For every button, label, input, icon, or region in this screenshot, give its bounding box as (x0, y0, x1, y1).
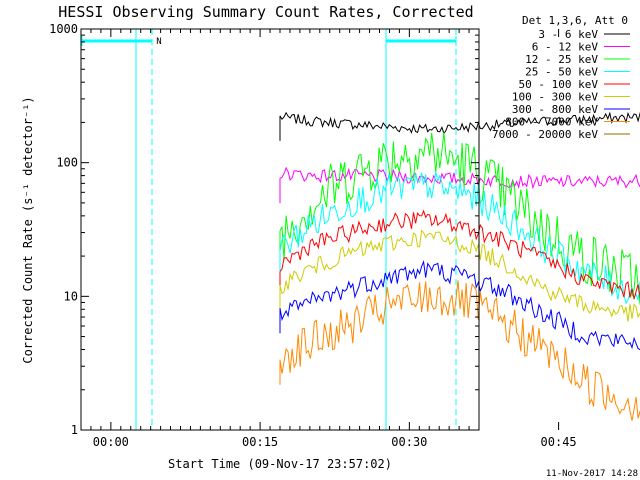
x-tick-label: 00:30 (391, 435, 427, 449)
x-axis-label: Start Time (09-Nov-17 23:57:02) (168, 457, 392, 471)
legend-label: 50 - 100 keV (519, 78, 599, 91)
legend-label: 100 - 300 keV (512, 91, 598, 104)
series-line-6 (279, 229, 640, 322)
legend-label: 3 - 6 keV (538, 28, 598, 41)
series-line-4 (279, 172, 640, 305)
timestamp: 11-Nov-2017 14:28 (546, 469, 638, 479)
legend-label: 6 - 12 keV (532, 41, 599, 54)
legend-label: 12 - 25 keV (525, 53, 598, 66)
plot-area: N (81, 29, 640, 430)
chart-title: HESSI Observing Summary Count Rates, Cor… (58, 3, 473, 21)
y-tick-label: 100 (56, 156, 78, 170)
x-tick-label: 00:15 (242, 435, 278, 449)
legend-header: Det 1,3,6, Att 0 (522, 14, 628, 27)
y-tick-label: 1000 (49, 22, 78, 36)
x-tick-label: 00:45 (541, 435, 577, 449)
y-axis: 1 10 100 1000 (49, 22, 479, 437)
x-tick-label: 00:00 (93, 435, 129, 449)
series-line-3 (279, 132, 640, 305)
legend-label: 25 - 50 keV (525, 66, 598, 79)
y-axis-label: Corrected Count Rate (s⁻¹ detector⁻¹) (21, 96, 35, 363)
series-line-5 (279, 209, 640, 300)
flag-marker: N (156, 37, 161, 47)
series-line-8 (279, 280, 640, 421)
y-tick-label: 1 (71, 423, 78, 437)
series-line-1 (279, 111, 640, 135)
legend-label: 300 - 800 keV (512, 103, 598, 116)
series-line-2 (279, 166, 640, 190)
series-line-7 (279, 260, 640, 351)
y-tick-label: 10 (64, 289, 78, 303)
legend-label: 800 - 7000 keV (505, 116, 598, 129)
legend-label: 7000 - 20000 keV (492, 128, 598, 141)
